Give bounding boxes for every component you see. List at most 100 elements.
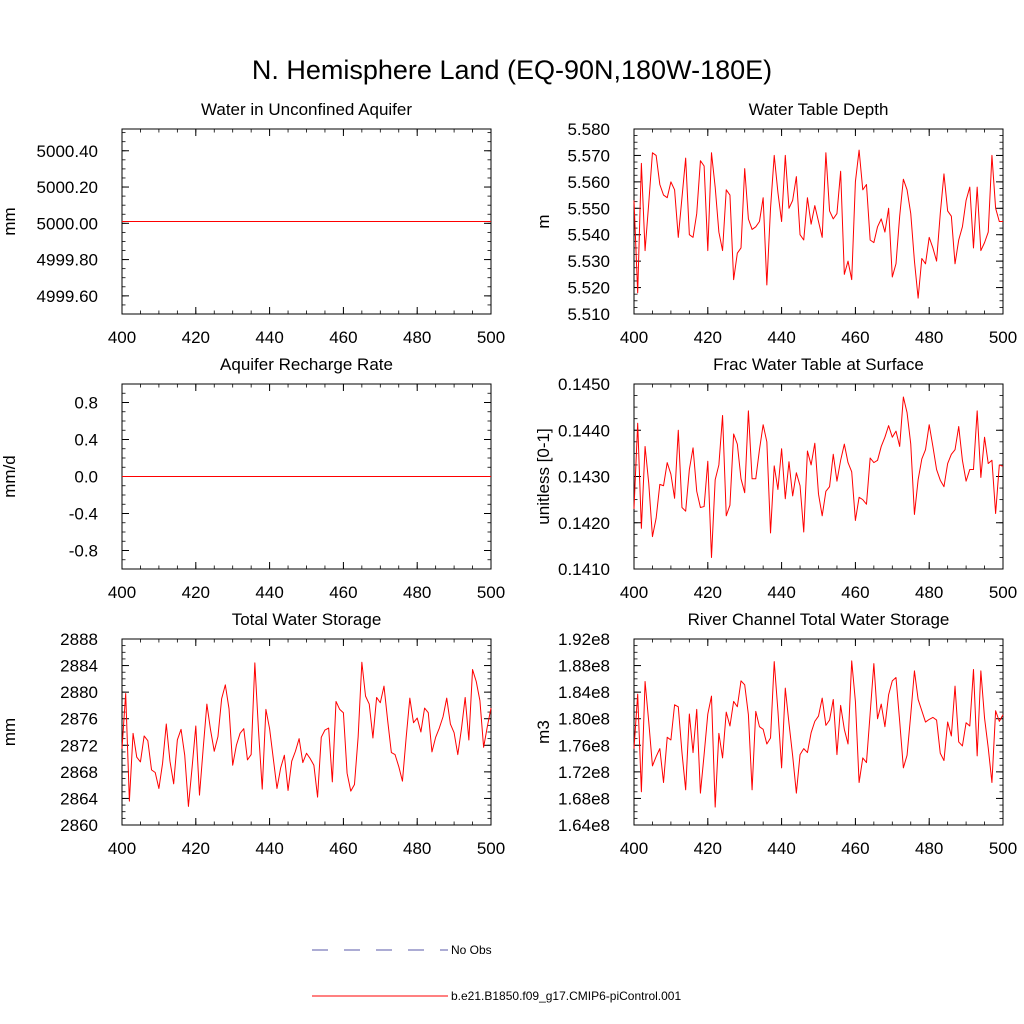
y-axis-label: m	[534, 214, 553, 228]
x-tick-label: 420	[694, 583, 722, 602]
data-series-line	[633, 149, 1003, 299]
y-axis-label: m3	[534, 720, 553, 744]
x-tick-label: 500	[477, 839, 505, 858]
y-tick-label: 2872	[60, 736, 98, 755]
y-tick-label: 1.88e8	[558, 657, 610, 676]
x-tick-label: 460	[329, 839, 357, 858]
y-tick-label: 2864	[60, 789, 98, 808]
y-tick-label: 2880	[60, 683, 98, 702]
y-tick-label: 1.92e8	[558, 630, 610, 649]
y-tick-label: 1.76e8	[558, 736, 610, 755]
x-tick-label: 500	[477, 583, 505, 602]
y-tick-label: 0.4	[74, 431, 98, 450]
y-tick-label: 5.570	[567, 146, 610, 165]
data-series-line	[633, 396, 1004, 558]
y-tick-label: 5.530	[567, 252, 610, 271]
y-tick-label: 5000.20	[37, 178, 98, 197]
y-tick-label: 2860	[60, 816, 98, 835]
y-tick-label: 0.1420	[558, 514, 610, 533]
x-tick-label: 400	[620, 839, 648, 858]
y-tick-label: 5.520	[567, 279, 610, 298]
x-tick-label: 420	[694, 328, 722, 347]
chart-panel: Water Table Depth m 400 420 440 460 480 500 5.51…	[534, 100, 1017, 347]
x-tick-label: 480	[915, 328, 943, 347]
y-tick-label: 0.1430	[558, 468, 610, 487]
y-tick-label: 0.0	[74, 468, 98, 487]
x-tick-label: 420	[694, 839, 722, 858]
x-tick-label: 460	[841, 583, 869, 602]
chart-panel: River Channel Total Water Storage m3 400 42…	[534, 610, 1017, 858]
x-tick-label: 480	[403, 328, 431, 347]
x-tick-label: 440	[255, 583, 283, 602]
y-tick-label: 0.8	[74, 394, 98, 413]
panels: Water in Unconfined Aquifer mm 400 420 440 46…	[0, 100, 1017, 858]
x-tick-label: 480	[915, 839, 943, 858]
y-tick-label: 2868	[60, 763, 98, 782]
y-tick-label: 5.550	[567, 199, 610, 218]
y-tick-label: 5000.40	[37, 142, 98, 161]
panel-title: Water Table Depth	[749, 100, 889, 119]
y-axis-label: mm/d	[0, 455, 19, 498]
x-tick-label: 400	[108, 839, 136, 858]
chart-panel: Water in Unconfined Aquifer mm 400 420 440 46…	[0, 100, 505, 347]
x-tick-label: 400	[108, 583, 136, 602]
chart-panel: Total Water Storage mm 400 420 440 460 480 500 2…	[0, 610, 505, 858]
y-tick-label: 5.560	[567, 173, 610, 192]
panel-title: Aquifer Recharge Rate	[220, 355, 393, 374]
y-tick-label: -0.8	[69, 542, 98, 561]
x-tick-label: 440	[255, 328, 283, 347]
x-tick-label: 460	[329, 583, 357, 602]
x-tick-label: 420	[182, 583, 210, 602]
x-tick-label: 400	[108, 328, 136, 347]
data-series-line	[633, 660, 1004, 808]
x-tick-label: 440	[255, 839, 283, 858]
y-tick-label: 0.1440	[558, 421, 610, 440]
x-tick-label: 460	[329, 328, 357, 347]
y-tick-label: 5.580	[567, 120, 610, 139]
x-tick-label: 460	[841, 328, 869, 347]
y-tick-label: 2876	[60, 710, 98, 729]
x-tick-label: 500	[989, 583, 1017, 602]
y-tick-label: 4999.80	[37, 251, 98, 270]
y-tick-label: -0.4	[69, 505, 98, 524]
y-axis-label: mm	[0, 718, 19, 746]
chart-panel: Frac Water Table at Surface unitless [0-1…	[534, 355, 1017, 602]
y-axis-label: mm	[0, 207, 19, 235]
panel-title: Frac Water Table at Surface	[713, 355, 924, 374]
panel-title: Total Water Storage	[232, 610, 382, 629]
data-series-line	[121, 661, 492, 807]
y-tick-label: 1.80e8	[558, 710, 610, 729]
y-tick-label: 1.84e8	[558, 683, 610, 702]
y-axis-label: unitless [0-1]	[534, 428, 553, 524]
legend-label: No Obs	[451, 943, 492, 957]
x-tick-label: 440	[767, 839, 795, 858]
x-tick-label: 460	[841, 839, 869, 858]
y-tick-label: 5000.00	[37, 214, 98, 233]
y-tick-label: 2884	[60, 657, 98, 676]
legend-label: b.e21.B1850.f09_g17.CMIP6-piControl.001	[451, 989, 681, 1003]
x-tick-label: 420	[182, 328, 210, 347]
legend: No Obs b.e21.B1850.f09_g17.CMIP6-piContro…	[312, 943, 681, 1003]
x-tick-label: 480	[403, 583, 431, 602]
x-tick-label: 400	[620, 583, 648, 602]
y-tick-label: 0.1450	[558, 375, 610, 394]
y-tick-label: 5.510	[567, 305, 610, 324]
x-tick-label: 500	[477, 328, 505, 347]
y-tick-label: 5.540	[567, 226, 610, 245]
chart-panel: Aquifer Recharge Rate mm/d 400 420 440 460 480…	[0, 355, 505, 602]
x-tick-label: 440	[767, 328, 795, 347]
x-tick-label: 480	[403, 839, 431, 858]
y-tick-label: 1.64e8	[558, 816, 610, 835]
figure-title: N. Hemisphere Land (EQ-90N,180W-180E)	[252, 55, 772, 85]
x-tick-label: 500	[989, 839, 1017, 858]
panel-title: River Channel Total Water Storage	[688, 610, 950, 629]
y-tick-label: 1.68e8	[558, 789, 610, 808]
y-tick-label: 0.1410	[558, 560, 610, 579]
y-tick-label: 2888	[60, 630, 98, 649]
y-tick-label: 4999.60	[37, 287, 98, 306]
x-tick-label: 440	[767, 583, 795, 602]
panel-title: Water in Unconfined Aquifer	[201, 100, 412, 119]
x-tick-label: 400	[620, 328, 648, 347]
y-tick-label: 1.72e8	[558, 763, 610, 782]
